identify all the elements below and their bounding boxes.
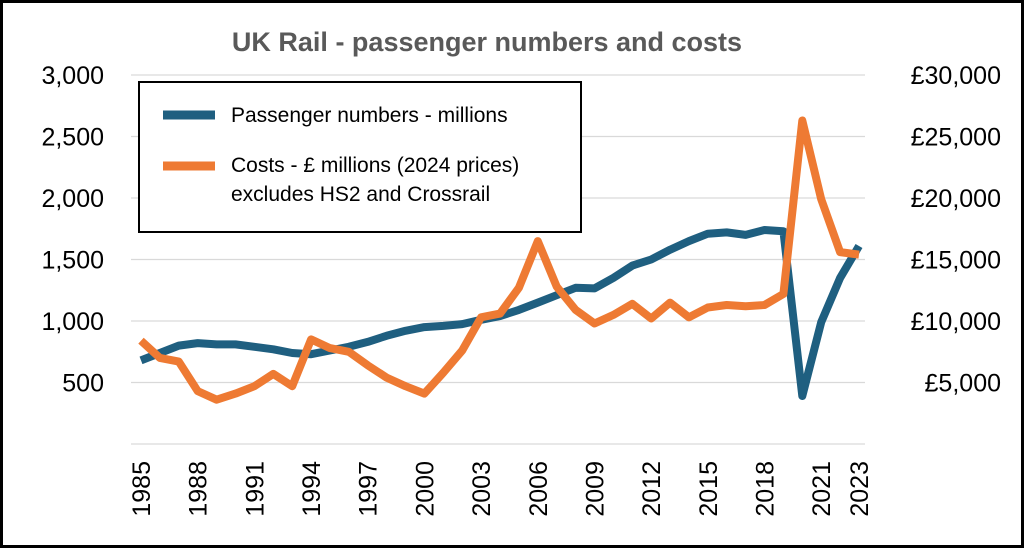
y-left-tick-label: 2,500	[41, 124, 104, 152]
x-tick-label: 2018	[752, 461, 780, 517]
y-left-tick-label: 1,000	[41, 308, 104, 336]
x-axis-ticks: 1985 1988 1991 1994 1997 2000 2003 2006 2009 2012…	[128, 461, 874, 517]
legend: Passenger numbers - millions Costs - £ m…	[138, 81, 582, 233]
x-tick-label: 2000	[411, 461, 439, 517]
y-right-tick-label: £30,000	[911, 62, 1001, 90]
y-right-tick-label: £5,000	[925, 370, 1001, 398]
x-tick-label: 1997	[355, 461, 383, 517]
legend-label-passengers: Passenger numbers - millions	[231, 104, 508, 127]
y-right-tick-label: £20,000	[911, 185, 1001, 213]
x-tick-label: 1994	[298, 461, 326, 517]
chart-title: UK Rail - passenger numbers and costs	[232, 27, 742, 57]
legend-label-costs-note: excludes HS2 and Crossrail	[231, 183, 490, 206]
y-left-tick-label: 3,000	[41, 62, 104, 90]
y-left-tick-label: 2,000	[41, 185, 104, 213]
x-tick-label: 2012	[638, 461, 666, 517]
x-tick-label: 1991	[241, 461, 269, 517]
x-tick-label: 1988	[185, 461, 213, 517]
x-tick-label: 2006	[525, 461, 553, 517]
y-right-tick-label: £10,000	[911, 308, 1001, 336]
x-tick-label: 2021	[808, 461, 836, 517]
line-chart: UK Rail - passenger numbers and costs 50…	[41, 27, 1001, 517]
y-right-tick-label: £15,000	[911, 247, 1001, 275]
x-tick-label: 1985	[128, 461, 156, 517]
series-lines	[138, 116, 863, 404]
y-right-tick-label: £25,000	[911, 124, 1001, 152]
x-tick-label: 2003	[468, 461, 496, 517]
x-tick-label: 2015	[695, 461, 723, 517]
right-axis-ticks: £5,000 £10,000 £15,000 £20,000 £25,000 £30,00…	[911, 62, 1001, 398]
legend-label-costs: Costs - £ millions (2024 prices)	[231, 154, 519, 177]
x-tick-label: 2023	[846, 461, 874, 517]
legend-box	[138, 81, 582, 233]
y-left-tick-label: 1,500	[41, 247, 104, 275]
x-tick-label: 2009	[581, 461, 609, 517]
left-axis-ticks: 500 1,000 1,500 2,000 2,500 3,000	[41, 62, 104, 398]
y-left-tick-label: 500	[62, 370, 104, 398]
series-line-costs	[138, 116, 860, 404]
